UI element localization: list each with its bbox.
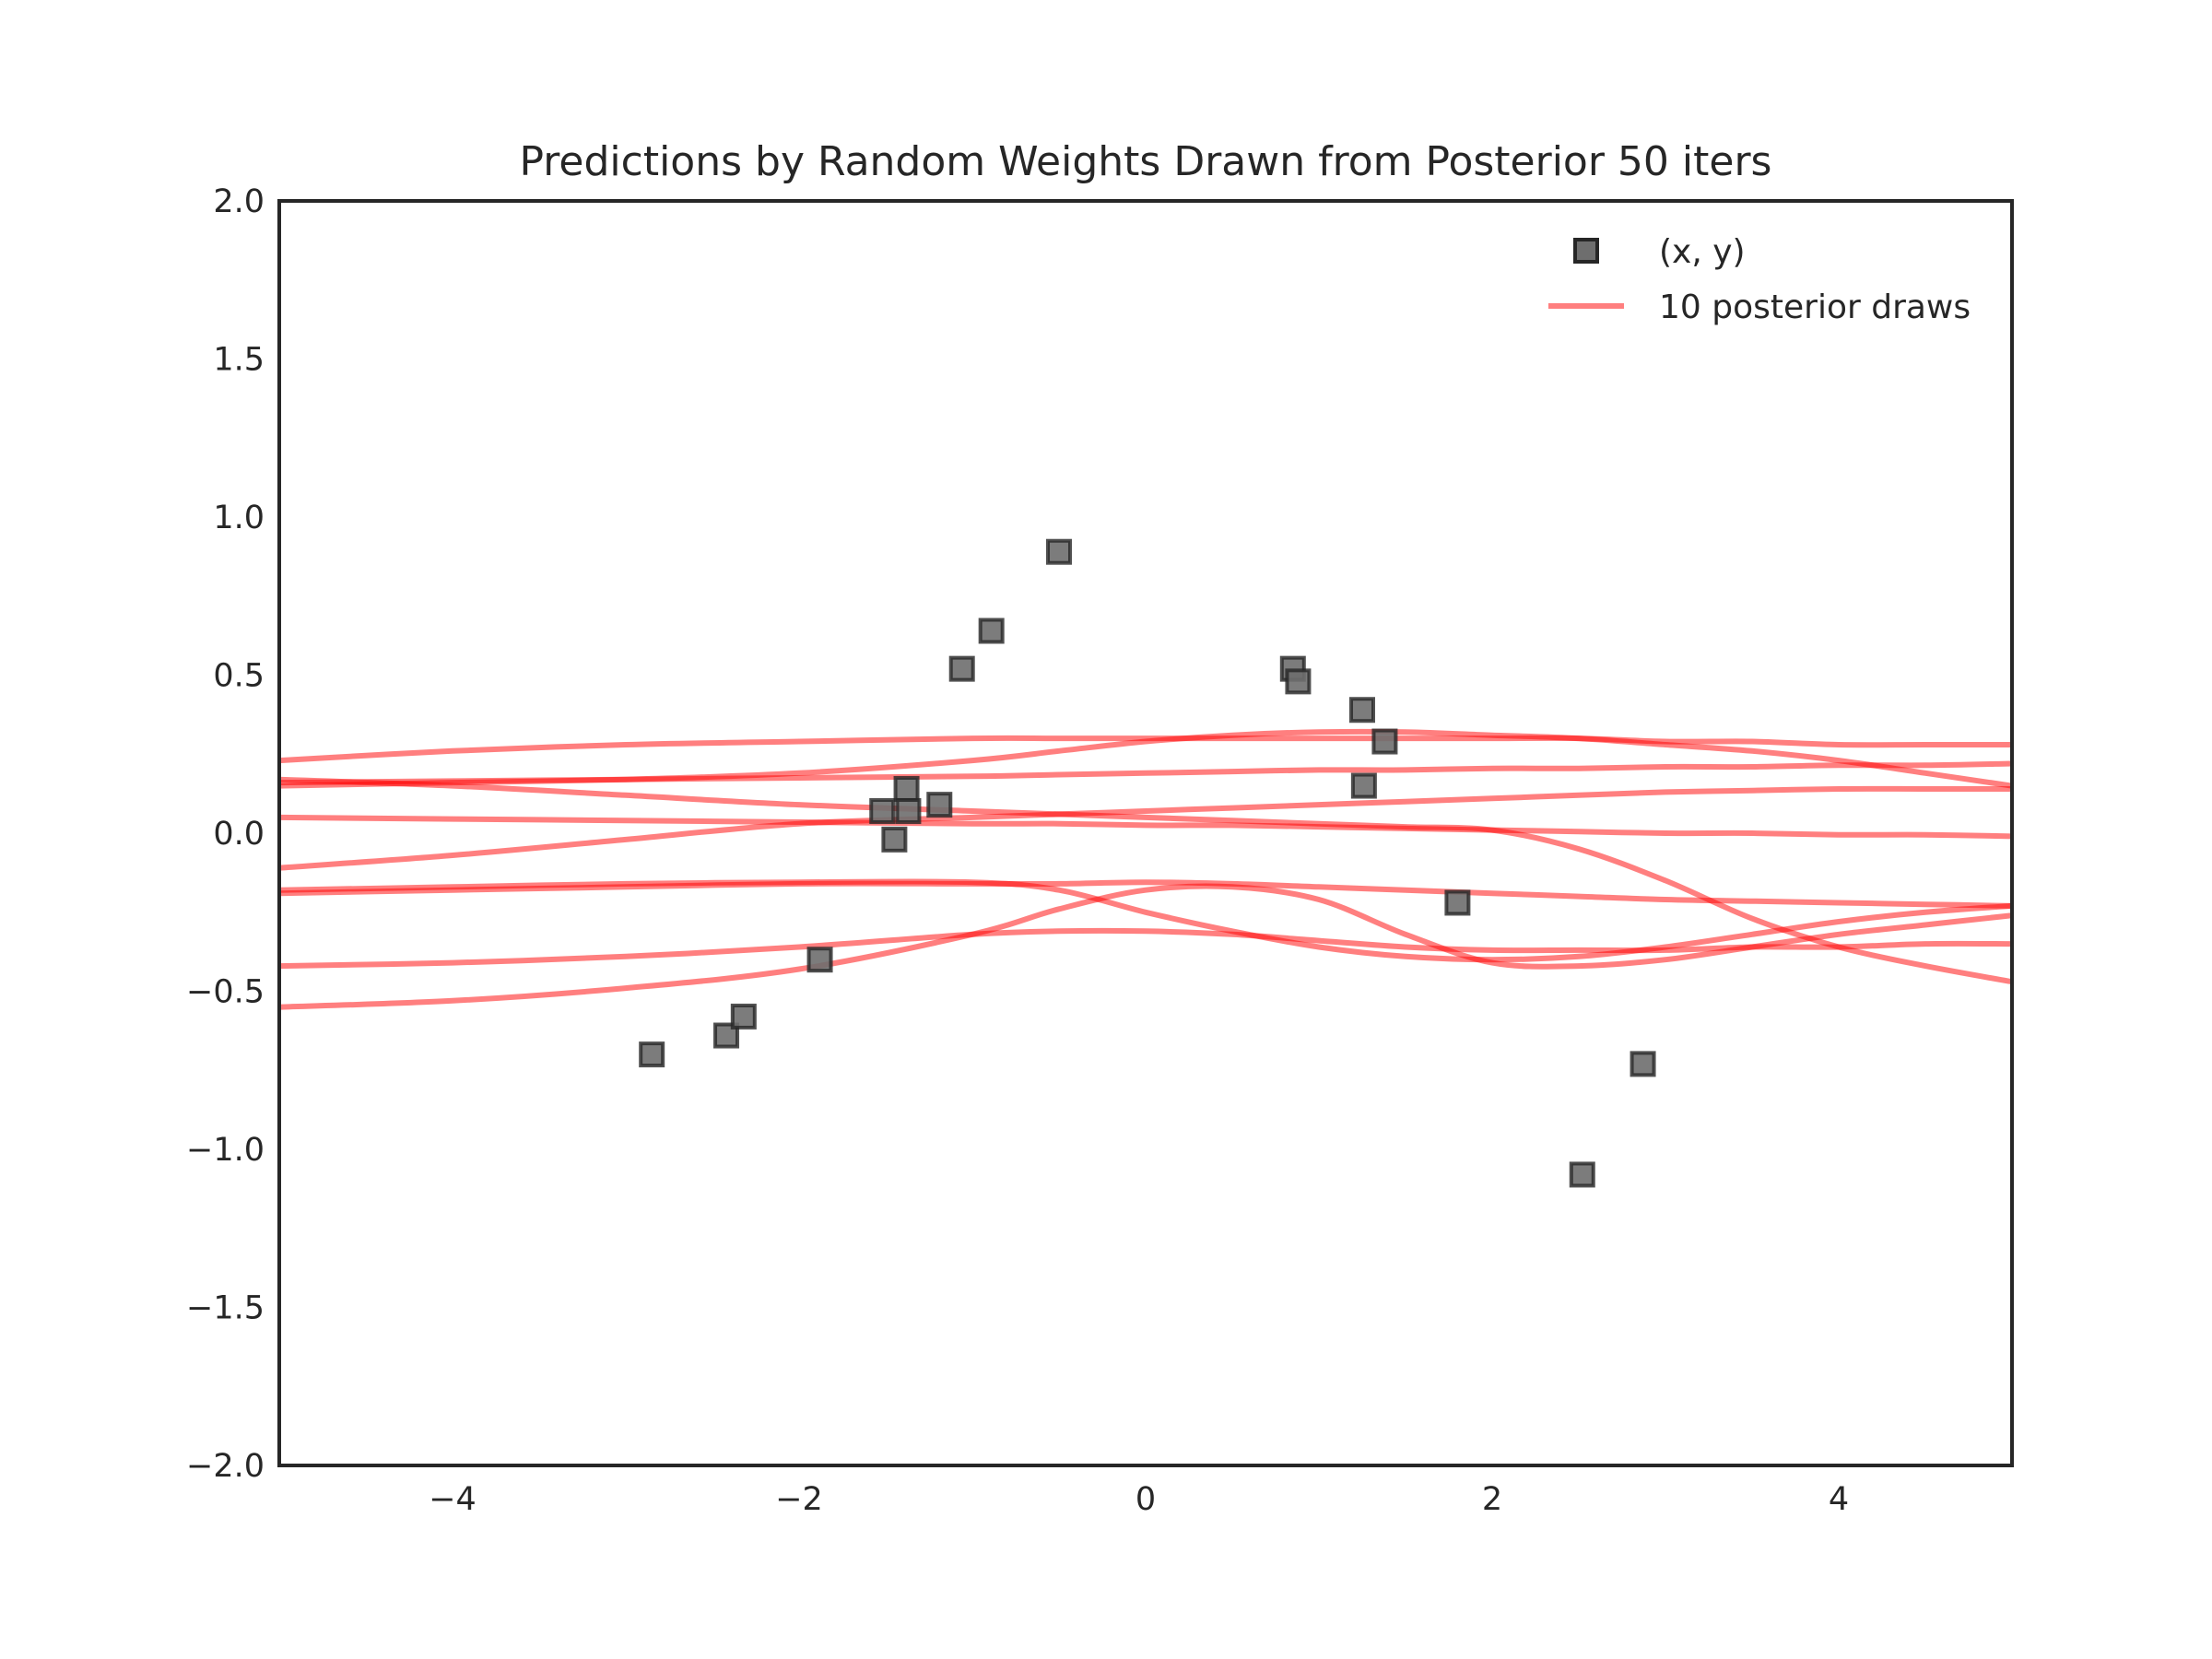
y-tick-label: 2.0 (213, 183, 265, 220)
x-tick-label: −4 (429, 1481, 477, 1518)
data-point (869, 797, 896, 824)
data-point (893, 775, 920, 802)
data-point (1350, 772, 1377, 799)
data-points (639, 538, 1656, 1188)
y-axis: 2.0 1.5 1.0 0.5 0.0 −0.5 −1.0 −1.5 −2.0 (186, 183, 265, 1485)
y-tick-label: 1.0 (213, 500, 265, 536)
legend-label-draws: 10 posterior draws (1659, 288, 1971, 326)
legend-label-points: (x, y) (1659, 233, 1746, 271)
x-axis: −4 −2 0 2 4 (429, 1481, 1849, 1518)
data-point (1046, 538, 1072, 565)
data-point (1569, 1161, 1595, 1188)
data-point (1371, 728, 1398, 755)
x-tick-label: 0 (1135, 1481, 1156, 1518)
posterior-draw-line (279, 785, 2012, 871)
posterior-draw-line (279, 735, 2012, 764)
posterior-draw-line (279, 814, 2012, 840)
data-point (730, 1003, 757, 1030)
y-tick-label: 0.0 (213, 816, 265, 853)
y-tick-label: −0.5 (186, 974, 265, 1011)
data-point (978, 618, 1005, 644)
data-point (895, 797, 922, 824)
data-point (1444, 889, 1471, 916)
y-tick-label: −1.0 (186, 1132, 265, 1169)
y-tick-label: 1.5 (213, 342, 265, 379)
data-point (1285, 668, 1312, 695)
posterior-draw-line (279, 879, 2012, 909)
data-point (806, 947, 833, 973)
data-point (926, 792, 953, 818)
data-point (881, 826, 908, 853)
x-tick-label: −2 (775, 1481, 823, 1518)
data-point (948, 655, 975, 682)
y-tick-label: −2.0 (186, 1448, 265, 1485)
y-tick-label: 0.5 (213, 658, 265, 695)
posterior-draw-line (279, 776, 2012, 985)
data-point (1630, 1051, 1656, 1077)
data-point (1349, 697, 1375, 724)
y-tick-label: −1.5 (186, 1290, 265, 1327)
chart-title: Predictions by Random Weights Drawn from… (520, 138, 1772, 185)
plot-frame (277, 199, 2014, 1467)
legend: (x, y) 10 posterior draws (1548, 233, 1971, 326)
posterior-draws (279, 728, 2012, 1010)
posterior-draw-line (279, 883, 2012, 1010)
legend-marker-icon (1573, 238, 1599, 264)
posterior-draw-line (279, 760, 2012, 786)
data-point (639, 1041, 665, 1068)
x-tick-label: 2 (1482, 1481, 1502, 1518)
x-tick-label: 4 (1829, 1481, 1849, 1518)
